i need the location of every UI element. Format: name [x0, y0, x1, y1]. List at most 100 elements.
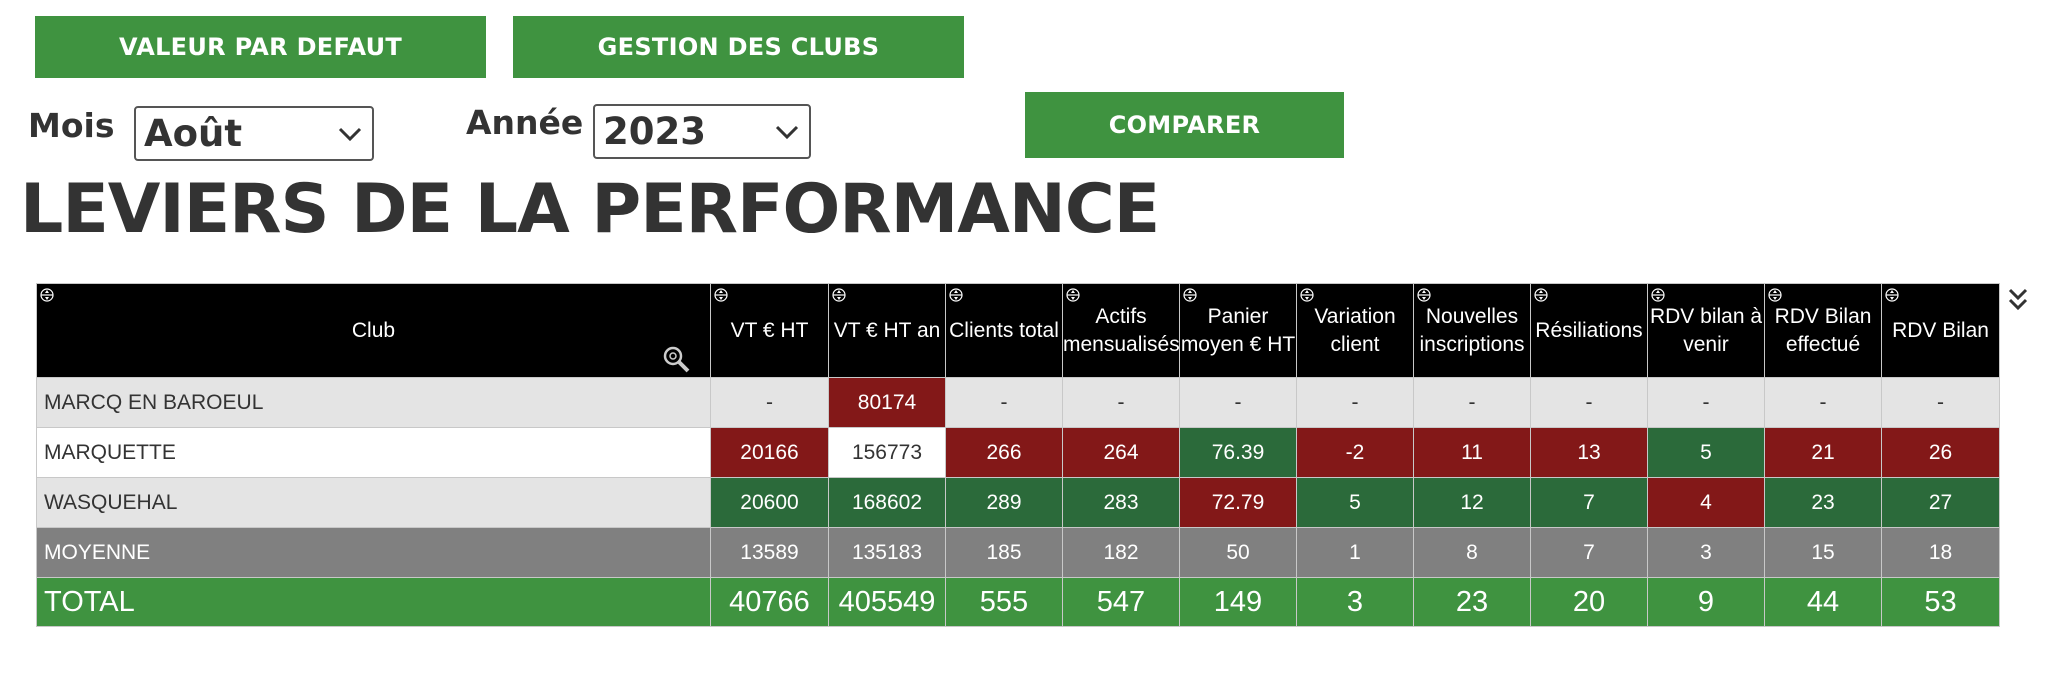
value-cell: 80174: [828, 377, 946, 428]
column-header-label: RDV bilan à venir: [1649, 304, 1763, 356]
value-cell: 555: [945, 577, 1063, 627]
value-cell: 5: [1647, 427, 1765, 478]
column-header[interactable]: RDV Bilan effectué: [1764, 283, 1882, 378]
column-header-label: RDV Bilan effectué: [1774, 304, 1872, 356]
value-cell: -: [1179, 377, 1297, 428]
value-cell: 7: [1530, 477, 1648, 528]
column-header-label: Nouvelles inscriptions: [1419, 304, 1525, 356]
value-cell: 18: [1881, 527, 2000, 578]
value-cell: 3: [1296, 577, 1414, 627]
value-cell: -: [710, 377, 829, 428]
value-cell: 5: [1296, 477, 1414, 528]
value-cell: 135183: [828, 527, 946, 578]
sort-icon[interactable]: [1417, 288, 1431, 302]
value-cell: 149: [1179, 577, 1297, 627]
column-header[interactable]: Nouvelles inscriptions: [1413, 283, 1531, 378]
value-cell: 21: [1764, 427, 1882, 478]
value-cell: 12: [1413, 477, 1531, 528]
month-select-value: Août: [144, 112, 243, 155]
sort-icon[interactable]: [1300, 288, 1314, 302]
value-cell: 168602: [828, 477, 946, 528]
value-cell: 13: [1530, 427, 1648, 478]
table-row: MARQUETTE 20166 156773 266 264 76.39 -2 11 13 5 21…: [36, 427, 2000, 478]
value-cell: 40766: [710, 577, 829, 627]
year-label: Année: [466, 103, 584, 142]
value-cell: -: [1296, 377, 1414, 428]
total-row: TOTAL 40766 405549 555 547 149 3 23 20 9 44 53: [36, 577, 2000, 627]
column-header-label: Résiliations: [1535, 318, 1643, 342]
value-cell: -: [1413, 377, 1531, 428]
value-cell: 266: [945, 427, 1063, 478]
year-select[interactable]: 2023: [593, 104, 811, 159]
value-cell: 11: [1413, 427, 1531, 478]
value-cell: 289: [945, 477, 1063, 528]
sort-icon[interactable]: [1885, 288, 1899, 302]
column-header[interactable]: VT € HT: [710, 283, 829, 378]
page-title: LEVIERS DE LA PERFORMANCE: [20, 170, 1160, 249]
value-cell: 23: [1413, 577, 1531, 627]
value-cell: 53: [1881, 577, 2000, 627]
column-header[interactable]: Résiliations: [1530, 283, 1648, 378]
sort-icon[interactable]: [1066, 288, 1080, 302]
value-cell: 264: [1062, 427, 1180, 478]
club-name-cell: MARCQ EN BAROEUL: [36, 377, 711, 428]
sort-icon[interactable]: [949, 288, 963, 302]
sort-icon[interactable]: [1183, 288, 1197, 302]
column-header[interactable]: RDV bilan à venir: [1647, 283, 1765, 378]
value-cell: 50: [1179, 527, 1297, 578]
value-cell: 20166: [710, 427, 829, 478]
sort-icon[interactable]: [714, 288, 728, 302]
value-cell: 9: [1647, 577, 1765, 627]
value-cell: 26: [1881, 427, 2000, 478]
column-header[interactable]: Panier moyen € HT: [1179, 283, 1297, 378]
value-cell: -: [1647, 377, 1765, 428]
sort-icon[interactable]: [1534, 288, 1548, 302]
value-cell: -: [1530, 377, 1648, 428]
column-header-label: Actifs mensualisés: [1063, 304, 1180, 356]
sort-icon[interactable]: [1768, 288, 1782, 302]
column-header-label: RDV Bilan: [1892, 318, 1989, 342]
value-cell: 20: [1530, 577, 1648, 627]
sort-icon[interactable]: [832, 288, 846, 302]
chevron-down-icon: [338, 127, 362, 141]
sort-icon[interactable]: [1651, 288, 1665, 302]
value-cell: -: [1062, 377, 1180, 428]
value-cell: 44: [1764, 577, 1882, 627]
value-cell: -: [1764, 377, 1882, 428]
sort-icon[interactable]: [40, 288, 54, 302]
default-values-button[interactable]: VALEUR PAR DEFAUT: [35, 16, 486, 78]
value-cell: -: [945, 377, 1063, 428]
table-row: MARCQ EN BAROEUL -80174- - - - - - - - -: [36, 377, 2000, 428]
value-cell: 15: [1764, 527, 1882, 578]
average-row: MOYENNE 13589 135183 185 182 50 1 8 7 3 15 18: [36, 527, 2000, 578]
column-header-label: VT € HT an: [833, 318, 941, 342]
column-header[interactable]: RDV Bilan: [1881, 283, 2000, 378]
column-header[interactable]: Clients total: [945, 283, 1063, 378]
value-cell: -2: [1296, 427, 1414, 478]
collapse-double-chevron-icon[interactable]: [2007, 287, 2029, 313]
month-select[interactable]: Août: [134, 106, 374, 161]
table-row: WASQUEHAL 20600 168602 289 283 72.79 5 12 7 4 23 27: [36, 477, 2000, 528]
column-header-label: Panier moyen € HT: [1180, 304, 1296, 356]
chevron-down-icon: [775, 125, 799, 139]
value-cell: 8: [1413, 527, 1531, 578]
value-cell: 1: [1296, 527, 1414, 578]
value-cell: 4: [1647, 477, 1765, 528]
value-cell: 27: [1881, 477, 2000, 528]
table-header-row: Club VT € HT VT € HT an Clients total Actifs…: [36, 283, 2000, 378]
value-cell: 20600: [710, 477, 829, 528]
club-management-button[interactable]: GESTION DES CLUBS: [513, 16, 964, 78]
year-select-value: 2023: [603, 110, 706, 153]
column-header-label: Clients total: [949, 318, 1059, 342]
column-header[interactable]: VT € HT an: [828, 283, 946, 378]
column-header-label: VT € HT: [730, 318, 809, 342]
column-header-club[interactable]: Club: [36, 283, 711, 378]
value-cell: 182: [1062, 527, 1180, 578]
search-zoom-icon[interactable]: [662, 345, 690, 373]
value-cell: 23: [1764, 477, 1882, 528]
column-header[interactable]: Actifs mensualisés: [1062, 283, 1180, 378]
column-header[interactable]: Variation client: [1296, 283, 1414, 378]
value-cell: -: [1881, 377, 2000, 428]
compare-button[interactable]: COMPARER: [1025, 92, 1344, 158]
table-body: MARCQ EN BAROEUL -80174- - - - - - - - - MARQUETTE…: [36, 377, 2000, 627]
